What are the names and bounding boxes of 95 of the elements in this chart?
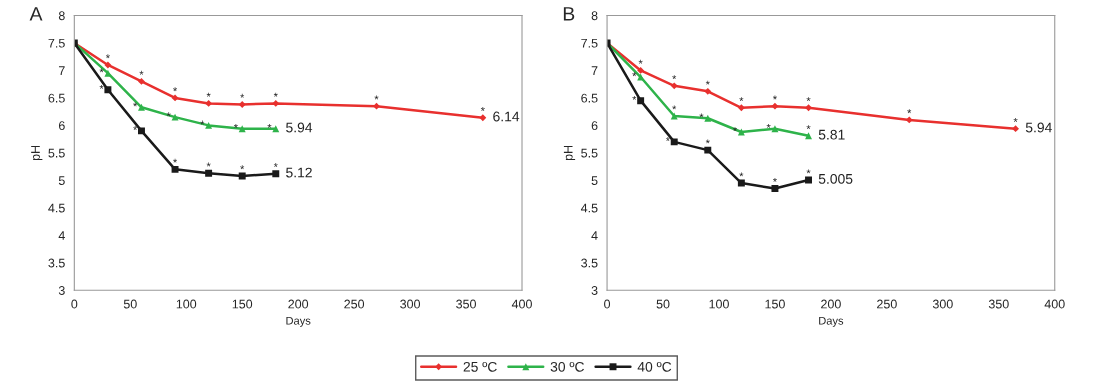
annotation: * xyxy=(166,112,171,117)
annotation: * xyxy=(772,95,777,100)
annotation: * xyxy=(766,123,771,128)
annotation: * xyxy=(480,107,485,111)
annotation: * xyxy=(739,97,744,102)
annotation: * xyxy=(632,72,637,77)
annotation: * xyxy=(240,165,245,170)
y-tick-label: 7 xyxy=(591,66,598,75)
y-tick-label: 6.5 xyxy=(581,93,598,103)
y-tick-label: 5.5 xyxy=(48,148,65,158)
y-tick-label: 3.5 xyxy=(48,258,65,268)
annotation: * xyxy=(1013,118,1018,122)
data-label: 5.005 xyxy=(818,173,853,184)
data-label: 5.12 xyxy=(286,167,312,178)
chart-title: B xyxy=(563,7,575,21)
annotation: * xyxy=(99,68,104,73)
annotation: * xyxy=(206,92,211,97)
annotation: * xyxy=(632,95,637,100)
x-tick-label: 100 xyxy=(176,299,197,309)
annotation: * xyxy=(173,158,178,163)
x-tick-label: 250 xyxy=(877,299,897,309)
annotation: * xyxy=(739,172,744,177)
annotation: * xyxy=(240,93,245,98)
annotation: * xyxy=(699,113,704,118)
data-label: 5.94 xyxy=(1025,122,1052,133)
x-tick-label: 0 xyxy=(604,299,611,309)
y-tick-label: 8 xyxy=(591,11,598,21)
chart-title: A xyxy=(29,7,43,21)
annotation: * xyxy=(665,137,670,141)
y-tick-label: 5 xyxy=(591,176,598,185)
y-tick-label: 6.5 xyxy=(48,93,65,103)
annotation: * xyxy=(206,162,211,167)
annotation: * xyxy=(105,54,110,59)
x-tick-label: 100 xyxy=(709,299,729,309)
x-tick-label: 200 xyxy=(288,299,309,309)
annotation: * xyxy=(772,177,777,182)
annotation: * xyxy=(733,127,738,132)
x-tick-label: 150 xyxy=(765,299,785,309)
annotation: * xyxy=(200,120,205,125)
legend-label: 30 ºC xyxy=(550,361,585,372)
x-tick-label: 400 xyxy=(511,299,532,309)
y-tick-label: 3 xyxy=(591,286,598,295)
annotation: * xyxy=(806,97,811,102)
x-axis-title: Days xyxy=(286,316,311,327)
legend-label: 25 ºC xyxy=(463,361,497,372)
data-label: 6.14 xyxy=(493,111,520,122)
y-tick-label: 6 xyxy=(58,121,65,131)
data-label: 5.81 xyxy=(818,129,845,140)
annotation: * xyxy=(133,102,138,107)
legend-label: 40 ºC xyxy=(637,361,672,372)
x-tick-label: 400 xyxy=(1044,299,1065,309)
y-tick-label: 4 xyxy=(591,231,598,240)
x-tick-label: 200 xyxy=(821,299,841,309)
annotation: * xyxy=(705,139,710,144)
y-tick-label: 7.5 xyxy=(581,38,598,48)
data-label: 5.94 xyxy=(286,122,313,133)
y-axis-title: pH xyxy=(563,145,576,161)
y-tick-label: 7.5 xyxy=(48,38,65,48)
x-tick-label: 350 xyxy=(988,299,1009,309)
x-tick-label: 300 xyxy=(400,299,421,309)
annotation: * xyxy=(99,84,104,89)
annotation: * xyxy=(139,70,144,75)
y-tick-label: 8 xyxy=(58,11,65,21)
annotation: * xyxy=(806,169,811,174)
annotation: * xyxy=(806,125,811,130)
annotation: * xyxy=(273,163,278,167)
annotation: * xyxy=(273,92,278,97)
annotation: * xyxy=(672,75,677,80)
y-tick-label: 4 xyxy=(58,231,65,240)
y-tick-label: 4.5 xyxy=(580,203,598,213)
x-tick-label: 300 xyxy=(932,299,953,309)
annotation: * xyxy=(705,80,710,85)
x-tick-label: 250 xyxy=(344,299,365,309)
annotation: * xyxy=(907,109,912,114)
y-tick-label: 7 xyxy=(58,66,65,75)
annotation: * xyxy=(133,126,138,131)
y-tick-label: 5.5 xyxy=(581,148,598,158)
y-axis-title: pH xyxy=(31,145,43,161)
x-tick-label: 50 xyxy=(123,299,137,309)
y-tick-label: 3.5 xyxy=(581,258,598,268)
y-tick-label: 5 xyxy=(58,176,65,185)
annotation: * xyxy=(173,87,178,92)
annotation: * xyxy=(638,59,643,64)
x-axis-title: Days xyxy=(819,316,844,327)
annotation: * xyxy=(672,105,677,110)
x-tick-label: 150 xyxy=(232,299,253,309)
y-tick-label: 6 xyxy=(591,121,598,131)
annotation: * xyxy=(233,123,238,128)
x-tick-label: 350 xyxy=(456,299,476,309)
x-tick-label: 50 xyxy=(656,299,670,309)
y-tick-label: 3 xyxy=(58,286,65,295)
x-tick-label: 0 xyxy=(71,299,78,309)
annotation: * xyxy=(374,95,379,100)
annotation: * xyxy=(267,123,272,128)
y-tick-label: 4.5 xyxy=(48,203,65,213)
